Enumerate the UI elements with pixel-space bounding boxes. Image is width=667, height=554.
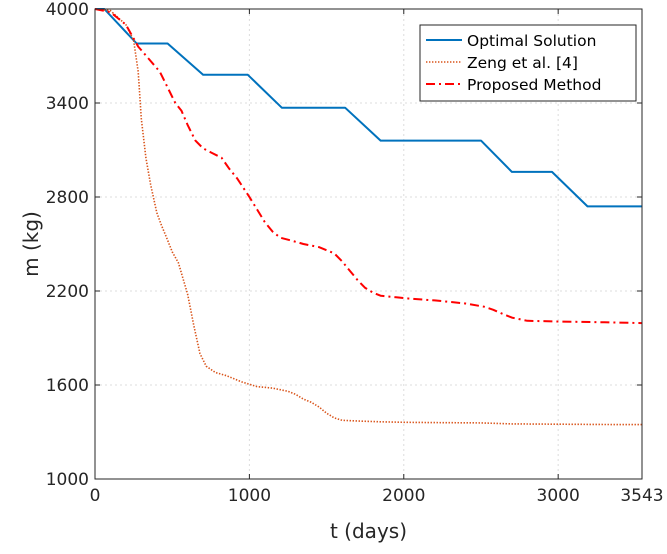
legend-label: Optimal Solution: [467, 32, 596, 50]
legend-box: [419, 24, 637, 102]
legend-label: Zeng et al. [4]: [467, 54, 578, 72]
series-line-zeng-et-al-4: [94, 8, 643, 426]
plot-lines: [94, 8, 643, 426]
x-tick-label: 3543: [620, 486, 663, 506]
x-tick-label: 2000: [382, 486, 425, 506]
legend-label: Proposed Method: [467, 76, 601, 94]
x-tick-label: 0: [90, 486, 101, 506]
y-axis-title: m (kg): [19, 211, 43, 277]
series-line-optimal-solution: [95, 8, 642, 208]
axis-ticks: 0 1000 2000 3000 354310001600220028003400400…: [46, 0, 664, 506]
y-tick-label: 2200: [46, 282, 89, 302]
y-tick-label: 3400: [46, 94, 89, 114]
y-tick-label: 2800: [46, 188, 89, 208]
legend: Optimal Solution Zeng et al. [4] Proposed …: [419, 24, 637, 102]
x-tick-label: 1000: [228, 486, 271, 506]
plot-area-frame: [94, 8, 643, 480]
grid: [95, 9, 642, 479]
x-axis-title: t (days): [330, 519, 407, 543]
y-tick-label: 1000: [46, 470, 89, 490]
y-tick-label: 1600: [46, 376, 89, 396]
y-tick-label: 4000: [46, 0, 89, 20]
x-tick-label: 3000: [537, 486, 580, 506]
series-line-proposed-method: [94, 8, 643, 325]
